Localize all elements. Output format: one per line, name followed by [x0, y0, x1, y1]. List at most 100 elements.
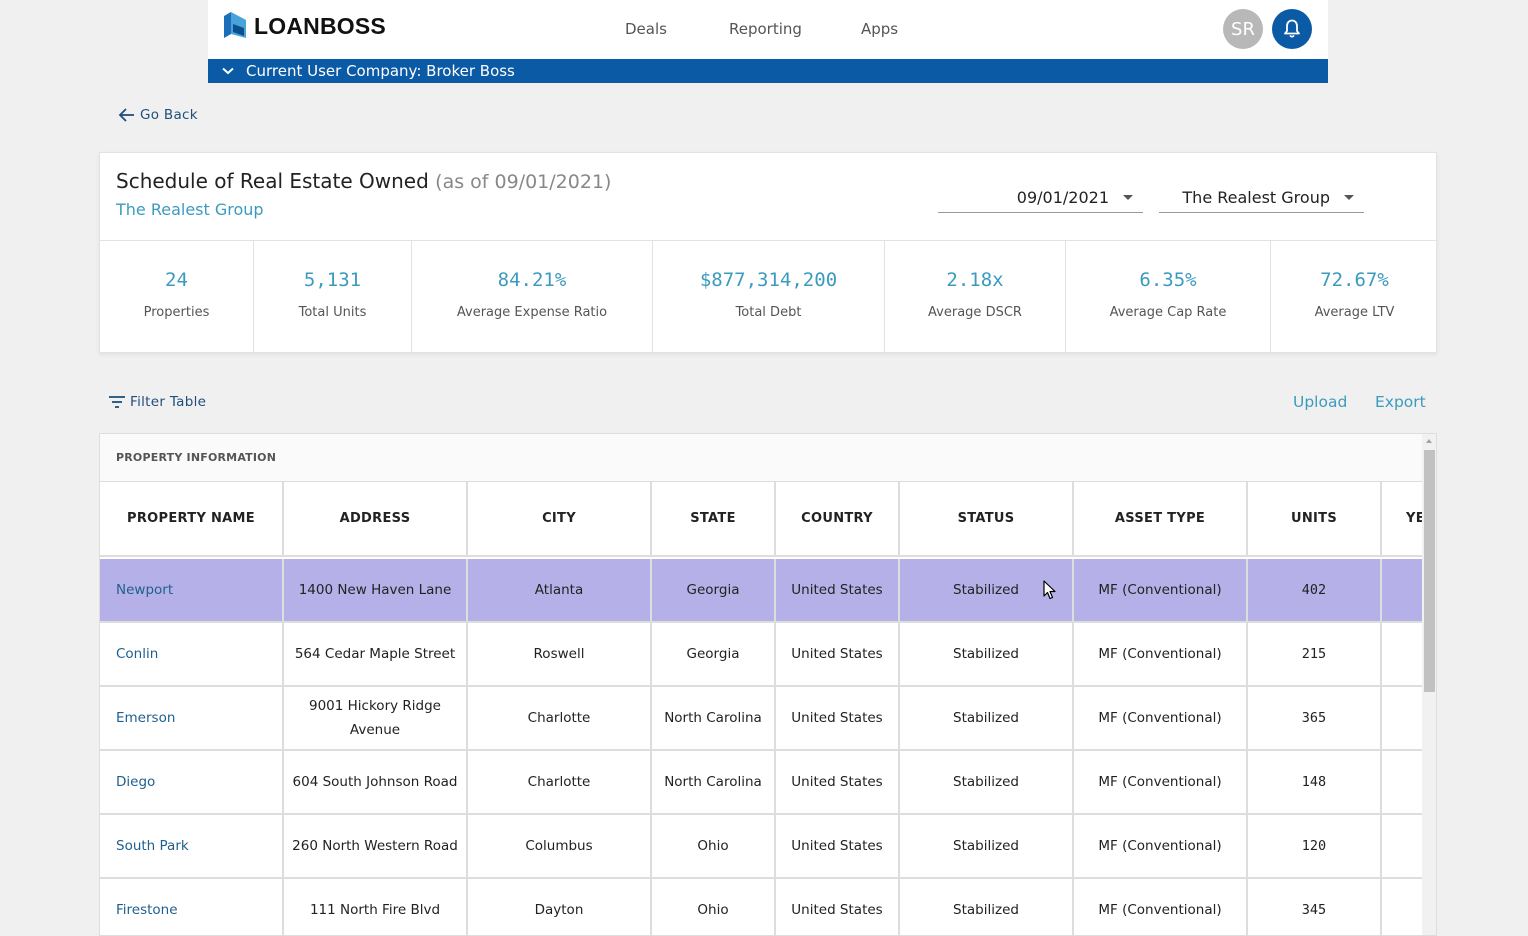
scrollbar-thumb[interactable] [1424, 450, 1435, 692]
property-name-cell[interactable]: Newport [100, 559, 284, 621]
mouse-cursor-icon [1043, 580, 1056, 600]
state-cell: Ohio [652, 815, 776, 877]
year-cell [1382, 879, 1422, 935]
caret-down-icon [1123, 195, 1133, 200]
property-table: PROPERTY INFORMATION PROPERTY NAME ADDRE… [99, 433, 1437, 936]
page-title: Schedule of Real Estate Owned (as of 09/… [116, 169, 611, 193]
company-label: Current User Company: Broker Boss [246, 62, 515, 80]
nav-reporting[interactable]: Reporting [729, 20, 802, 38]
units-cell: 345 [1248, 879, 1382, 935]
year-cell [1382, 687, 1422, 749]
year-cell [1382, 623, 1422, 685]
state-cell: Georgia [652, 559, 776, 621]
stat-properties: 24 Properties [100, 241, 254, 353]
go-back-label: Go Back [140, 107, 198, 123]
as-of-date: (as of 09/01/2021) [435, 171, 612, 193]
state-cell: North Carolina [652, 687, 776, 749]
arrow-left-icon [118, 108, 134, 122]
units-cell: 402 [1248, 559, 1382, 621]
nav-apps[interactable]: Apps [861, 20, 899, 38]
address-cell: 260 North Western Road [284, 815, 468, 877]
loanboss-logo-icon [224, 12, 246, 38]
city-cell: Roswell [468, 623, 652, 685]
address-cell: 1400 New Haven Lane [284, 559, 468, 621]
nav-deals[interactable]: Deals [625, 20, 667, 38]
year-cell [1382, 751, 1422, 813]
units-cell: 120 [1248, 815, 1382, 877]
filter-icon [109, 396, 125, 408]
stat-label: Average DSCR [928, 305, 1022, 320]
date-select[interactable]: 09/01/2021 [938, 183, 1143, 213]
column-header-state[interactable]: STATE [652, 482, 776, 557]
property-name-cell[interactable]: Conlin [100, 623, 284, 685]
stat-value: 24 [165, 269, 188, 291]
stat-value: 84.21% [497, 269, 567, 291]
notifications-button[interactable] [1272, 9, 1312, 49]
filter-table-label: Filter Table [130, 394, 207, 410]
asset-type-cell: MF (Conventional) [1074, 815, 1248, 877]
table-row[interactable]: Diego 604 South Johnson Road Charlotte Nort… [100, 751, 1422, 815]
table-row[interactable]: South Park 260 North Western Road Columbus… [100, 815, 1422, 879]
stat-label: Average LTV [1314, 305, 1395, 320]
table-row[interactable]: Newport 1400 New Haven Lane Atlanta Georgia… [100, 559, 1422, 623]
chevron-down-icon[interactable] [222, 67, 234, 75]
property-name-cell[interactable]: Firestone [100, 879, 284, 935]
column-header-address[interactable]: ADDRESS [284, 482, 468, 557]
stat-label: Properties [143, 305, 210, 320]
table-row[interactable]: Firestone 111 North Fire Blvd Dayton Ohio Un… [100, 879, 1422, 935]
user-avatar[interactable]: SR [1223, 9, 1263, 49]
loanboss-logo[interactable]: LOANBOSS [224, 12, 386, 40]
country-cell: United States [776, 879, 900, 935]
city-cell: Columbus [468, 815, 652, 877]
column-header-units[interactable]: UNITS [1248, 482, 1382, 557]
export-button[interactable]: Export [1375, 393, 1426, 411]
stat-label: Average Expense Ratio [456, 305, 608, 320]
status-cell: Stabilized [900, 879, 1074, 935]
stat-total-units: 5,131 Total Units [254, 241, 412, 353]
vertical-scrollbar[interactable] [1422, 434, 1436, 935]
country-cell: United States [776, 751, 900, 813]
property-name-cell[interactable]: Emerson [100, 687, 284, 749]
year-cell [1382, 559, 1422, 621]
logo-text: LOANBOSS [254, 12, 386, 39]
column-header-city[interactable]: CITY [468, 482, 652, 557]
group-select[interactable]: The Realest Group [1159, 183, 1364, 213]
country-cell: United States [776, 687, 900, 749]
stat-average-expense-ratio: 84.21% Average Expense Ratio [412, 241, 653, 353]
column-header-year[interactable]: YE [1382, 482, 1422, 557]
filter-table-button[interactable]: Filter Table [108, 394, 206, 410]
address-cell: 564 Cedar Maple Street [284, 623, 468, 685]
table-row[interactable]: Emerson 9001 Hickory Ridge Avenue Charlott… [100, 687, 1422, 751]
city-cell: Charlotte [468, 687, 652, 749]
stat-label: Total Units [298, 305, 367, 320]
column-header-property-name[interactable]: PROPERTY NAME [100, 482, 284, 557]
year-cell [1382, 815, 1422, 877]
city-cell: Dayton [468, 879, 652, 935]
stat-average-ltv: 72.67% Average LTV [1271, 241, 1438, 353]
column-header-asset-type[interactable]: ASSET TYPE [1074, 482, 1248, 557]
column-header-status[interactable]: STATUS [900, 482, 1074, 557]
table-row[interactable]: Conlin 564 Cedar Maple Street Roswell Georg… [100, 623, 1422, 687]
country-cell: United States [776, 815, 900, 877]
status-cell: Stabilized [900, 623, 1074, 685]
upload-button[interactable]: Upload [1293, 393, 1348, 411]
scroll-up-arrow-icon[interactable] [1426, 439, 1432, 443]
stat-total-debt: $877,314,200 Total Debt [653, 241, 885, 353]
address-cell: 111 North Fire Blvd [284, 879, 468, 935]
state-cell: North Carolina [652, 751, 776, 813]
state-cell: Georgia [652, 623, 776, 685]
status-cell: Stabilized [900, 559, 1074, 621]
column-header-country[interactable]: COUNTRY [776, 482, 900, 557]
city-cell: Charlotte [468, 751, 652, 813]
property-name-cell[interactable]: Diego [100, 751, 284, 813]
asset-type-cell: MF (Conventional) [1074, 751, 1248, 813]
property-name-cell[interactable]: South Park [100, 815, 284, 877]
stat-value: 5,131 [303, 269, 362, 291]
group-subtitle: The Realest Group [116, 200, 264, 219]
status-cell: Stabilized [900, 687, 1074, 749]
go-back-link[interactable]: Go Back [118, 107, 198, 123]
address-cell: 9001 Hickory Ridge Avenue [284, 687, 468, 749]
state-cell: Ohio [652, 879, 776, 935]
stat-average-cap-rate: 6.35% Average Cap Rate [1066, 241, 1271, 353]
company-bar[interactable]: Current User Company: Broker Boss [208, 59, 1328, 83]
